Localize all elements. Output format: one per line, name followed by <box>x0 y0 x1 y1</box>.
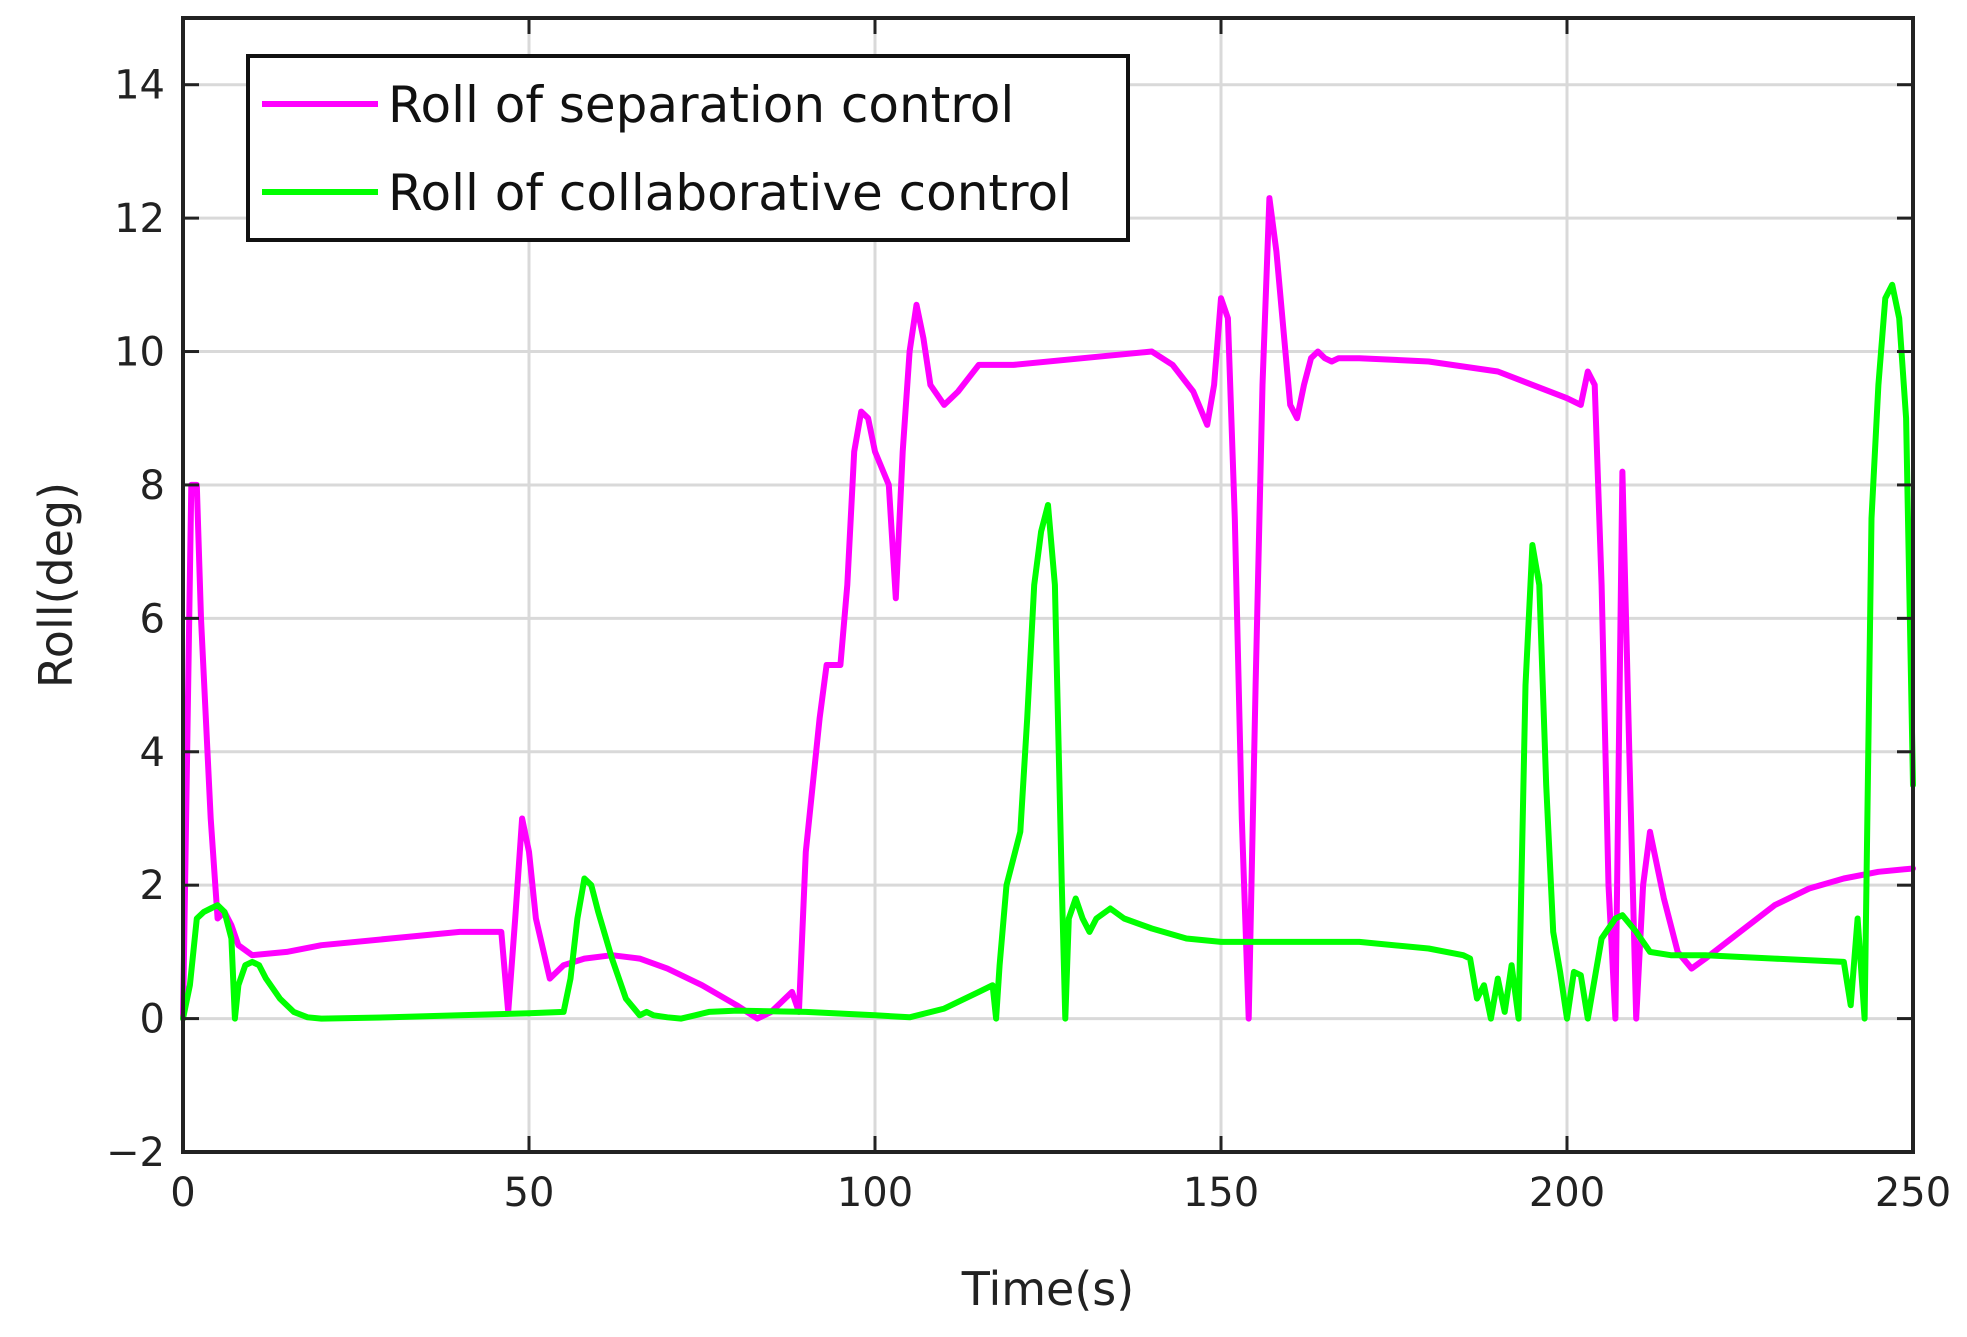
y-tick-label: 12 <box>114 196 165 242</box>
y-tick-label: 0 <box>140 997 165 1043</box>
y-tick-label: 14 <box>114 63 165 109</box>
y-tick-label: 6 <box>140 596 165 642</box>
y-tick-label: 2 <box>140 863 165 909</box>
legend: Roll of separation control Roll of colla… <box>246 54 1130 242</box>
x-tick-label: 0 <box>170 1170 195 1216</box>
x-axis-title: Time(s) <box>961 1262 1134 1316</box>
x-tick-label: 250 <box>1875 1170 1951 1216</box>
series-line-separation <box>180 195 1916 1022</box>
legend-box <box>246 54 1130 242</box>
y-tick-label: 4 <box>140 730 165 776</box>
x-tick-label: 200 <box>1529 1170 1605 1216</box>
legend-label-collaborative: Roll of collaborative control <box>388 164 1072 222</box>
y-tick-label: 10 <box>114 330 165 376</box>
y-tick-label: −2 <box>106 1130 165 1176</box>
plot-series <box>180 195 1916 1022</box>
series-line-collaborative <box>180 281 1916 1022</box>
plot-frame <box>181 16 1915 1154</box>
x-tick-label: 100 <box>837 1170 913 1216</box>
y-tick-label: 8 <box>140 463 165 509</box>
x-tick-label: 150 <box>1183 1170 1259 1216</box>
legend-label-separation: Roll of separation control <box>388 76 1014 134</box>
x-tick-label: 50 <box>504 1170 555 1216</box>
y-axis-title: Roll(deg) <box>29 482 83 688</box>
